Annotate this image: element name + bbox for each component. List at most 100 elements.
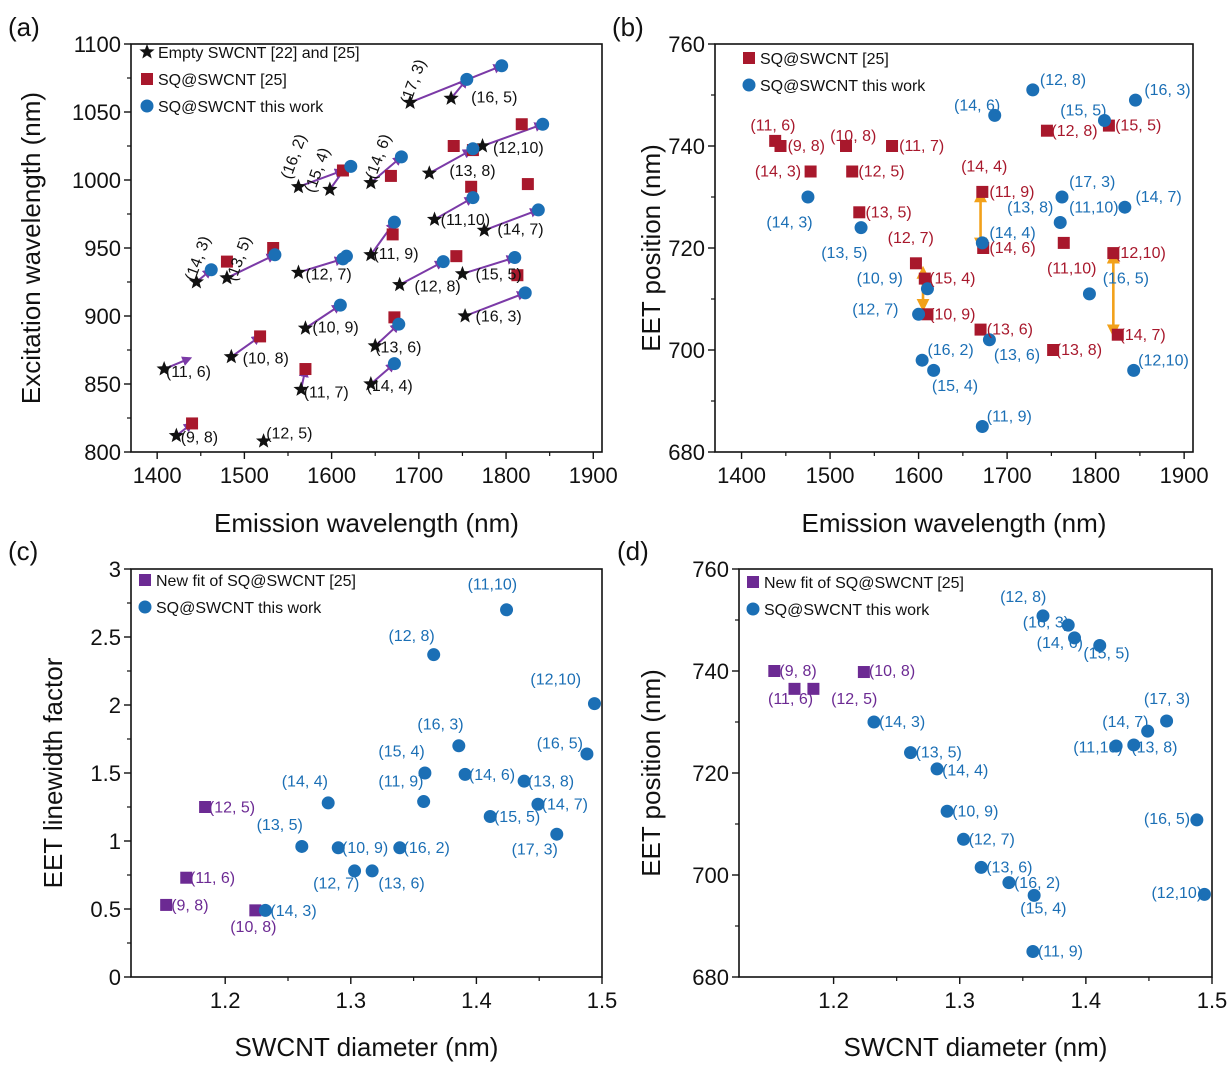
x-tick-label: 1.2 [210, 988, 241, 1013]
data-point-star [322, 181, 338, 196]
chirality-label: (16, 2) [927, 342, 973, 359]
data-point-circle [452, 739, 466, 753]
chirality-label: (11, 9) [378, 774, 423, 791]
y-tick-label: 1.5 [90, 761, 121, 786]
shift-arrow [298, 256, 345, 274]
data-point-circle [904, 746, 918, 760]
chirality-label: (14, 6) [469, 767, 515, 784]
x-tick-label: 1.2 [818, 988, 849, 1013]
data-point-square [857, 666, 870, 679]
x-tick-label: 1.3 [944, 988, 975, 1013]
data-point-star [223, 348, 239, 364]
data-point-star [367, 337, 383, 353]
data-point-circle [1068, 631, 1082, 645]
chirality-label: (15, 5) [1083, 645, 1129, 662]
data-point-circle [1055, 190, 1069, 204]
data-point-square [515, 118, 528, 131]
data-point-star [476, 222, 492, 237]
chirality-label: (10, 9) [952, 803, 998, 820]
y-tick-label: 1050 [72, 100, 121, 125]
legend-marker-square [139, 574, 151, 586]
data-point-star [363, 376, 379, 391]
data-point-circle [988, 108, 1002, 122]
data-point-square [807, 682, 820, 695]
chirality-label: (16, 2) [1014, 875, 1060, 892]
data-point-circle [536, 117, 550, 131]
legend-marker-square [141, 73, 153, 85]
data-point-circle [920, 282, 934, 296]
chirality-label: (15, 4) [378, 744, 424, 761]
data-point-circle [1026, 83, 1040, 97]
chirality-label: (15, 5) [1115, 118, 1161, 135]
data-point-square [768, 665, 781, 677]
data-point-circle [387, 357, 401, 371]
chirality-label: (12, 8) [414, 279, 460, 296]
chirality-label: (14, 3) [879, 714, 925, 731]
chirality-label: (14, 7) [1135, 189, 1181, 206]
chirality-label: (11, 6) [768, 691, 813, 708]
chirality-label: (11, 7) [304, 385, 349, 402]
data-point-square [299, 363, 312, 376]
data-point-circle [1128, 93, 1142, 107]
data-point-square [840, 140, 853, 152]
y-tick-label: 1000 [72, 168, 121, 193]
data-point-square [199, 801, 212, 813]
data-point-star [363, 174, 379, 190]
chirality-label: (10, 8) [869, 663, 915, 680]
data-point-circle [1036, 609, 1050, 623]
data-point-circle [550, 827, 564, 841]
y-tick-label: 900 [84, 304, 121, 329]
data-point-circle [348, 864, 362, 878]
chirality-label: (10, 9) [312, 319, 358, 336]
legend-marker-circle [742, 78, 756, 92]
y-tick-label: 0 [109, 965, 121, 990]
data-point-square [249, 904, 262, 917]
data-point-star [363, 246, 379, 262]
chirality-label: (10, 8) [830, 128, 876, 145]
panel-tag: (b) [612, 12, 644, 42]
data-point-circle [867, 715, 881, 729]
chirality-label: (11, 9) [373, 246, 418, 263]
chirality-label: (12, 5) [831, 691, 877, 708]
chirality-label: (14, 6) [989, 240, 1035, 257]
data-point-circle [1127, 738, 1141, 752]
y-tick-label: 1 [109, 829, 121, 854]
x-tick-label: 1.4 [461, 988, 492, 1013]
chirality-label: (14, 7) [1102, 714, 1148, 731]
data-point-circle [580, 747, 594, 761]
data-point-circle [940, 804, 954, 818]
data-point-circle [854, 221, 868, 235]
chirality-label: (9, 8) [171, 897, 208, 914]
chirality-label: (14, 4) [367, 378, 413, 395]
panel-c: 1.2 1.3 1.4 1.5 0 0.5 1 1.5 2 2.5 3 SWCNT diameter … [8, 536, 617, 1062]
chirality-label: (11, 9) [1038, 944, 1083, 961]
shift-arrow [434, 196, 475, 221]
data-point-circle [500, 603, 514, 617]
chirality-label: (9, 8) [181, 429, 218, 446]
data-point-circle [436, 255, 450, 269]
x-tick-label: 1900 [1160, 463, 1209, 488]
chirality-label: (12, 7) [305, 266, 351, 283]
data-point-circle [258, 903, 272, 917]
data-point-circle [1002, 876, 1016, 890]
data-point-circle [587, 697, 601, 711]
chirality-label: (12, 8) [1040, 72, 1086, 89]
chirality-label: (15, 4) [929, 271, 975, 288]
data-point-square [180, 871, 193, 884]
data-point-circle [974, 860, 988, 874]
x-tick-label: 1400 [133, 463, 182, 488]
shift-arrow [462, 255, 517, 275]
data-point-square [853, 206, 866, 219]
chirality-label: (13, 8) [1007, 199, 1053, 216]
data-point-square [1057, 236, 1070, 249]
x-tick-label: 1900 [569, 463, 618, 488]
chirality-label: (11,10) [1073, 740, 1123, 757]
x-tick-label: 1800 [1071, 463, 1120, 488]
chirality-label: (10, 8) [243, 351, 289, 368]
x-axis-title: SWCNT diameter (nm) [844, 1032, 1108, 1062]
data-point-circle [982, 333, 996, 347]
data-point-circle [466, 142, 480, 156]
chirality-label: (11,10) [441, 212, 491, 229]
data-point-star [402, 94, 418, 109]
chirality-label: (12, 8) [1000, 589, 1046, 606]
